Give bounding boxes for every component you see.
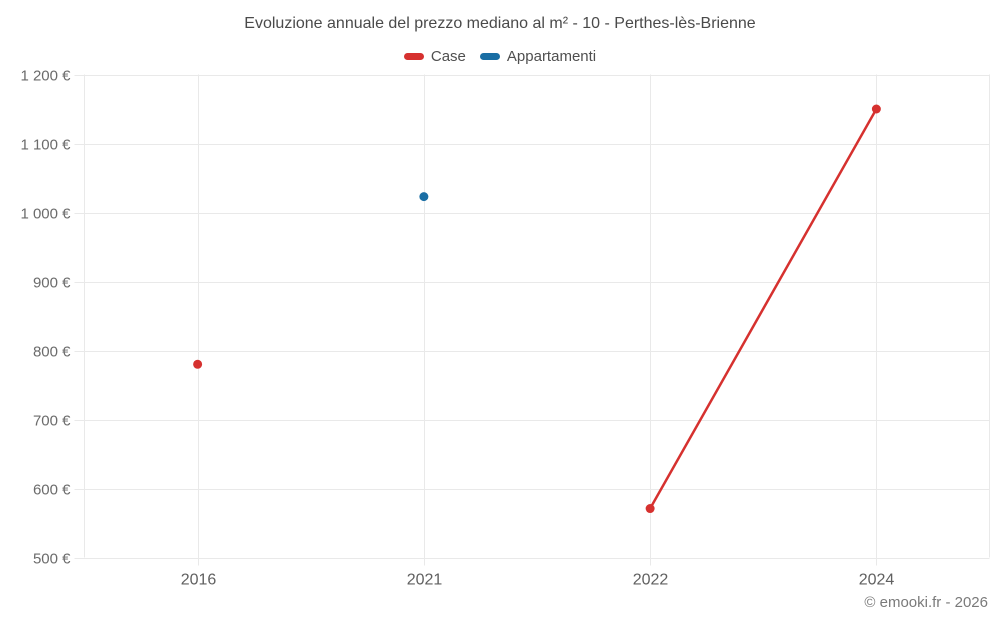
chart-legend: Case Appartamenti [0,46,1000,66]
y-axis-tick-label: 500 € [33,551,71,568]
legend-item-case[interactable]: Case [403,47,466,65]
case-series-swatch-icon [403,52,424,60]
legend-item-appartamenti[interactable]: Appartamenti [479,47,597,65]
y-axis-tick-label: 600 € [33,482,71,499]
x-axis-tick-label: 2016 [181,572,217,589]
data-point-case[interactable] [645,504,655,514]
y-axis-tick-label: 1 000 € [20,206,71,223]
y-axis-tick-label: 900 € [33,275,71,292]
y-axis-tick-label: 1 100 € [20,137,71,154]
x-axis-tick-label: 2024 [859,572,895,589]
chart-title: Evoluzione annuale del prezzo mediano al… [244,15,756,32]
footer-credit: © emooki.fr - 2026 [864,594,988,611]
appartamenti-series-swatch-icon [479,52,500,60]
data-point-case[interactable] [193,359,203,369]
x-axis-tick-label: 2021 [407,572,443,589]
legend-label-appartamenti: Appartamenti [506,47,597,65]
data-point-case[interactable] [871,104,881,114]
series-line-case [648,107,878,510]
x-axis-tick-label: 2022 [633,572,669,589]
y-axis-tick-label: 800 € [33,344,71,361]
y-axis-tick-label: 1 200 € [20,68,71,85]
data-point-appartamenti[interactable] [419,192,429,202]
y-axis-tick-label: 700 € [33,413,71,430]
legend-label-case: Case [430,47,466,65]
